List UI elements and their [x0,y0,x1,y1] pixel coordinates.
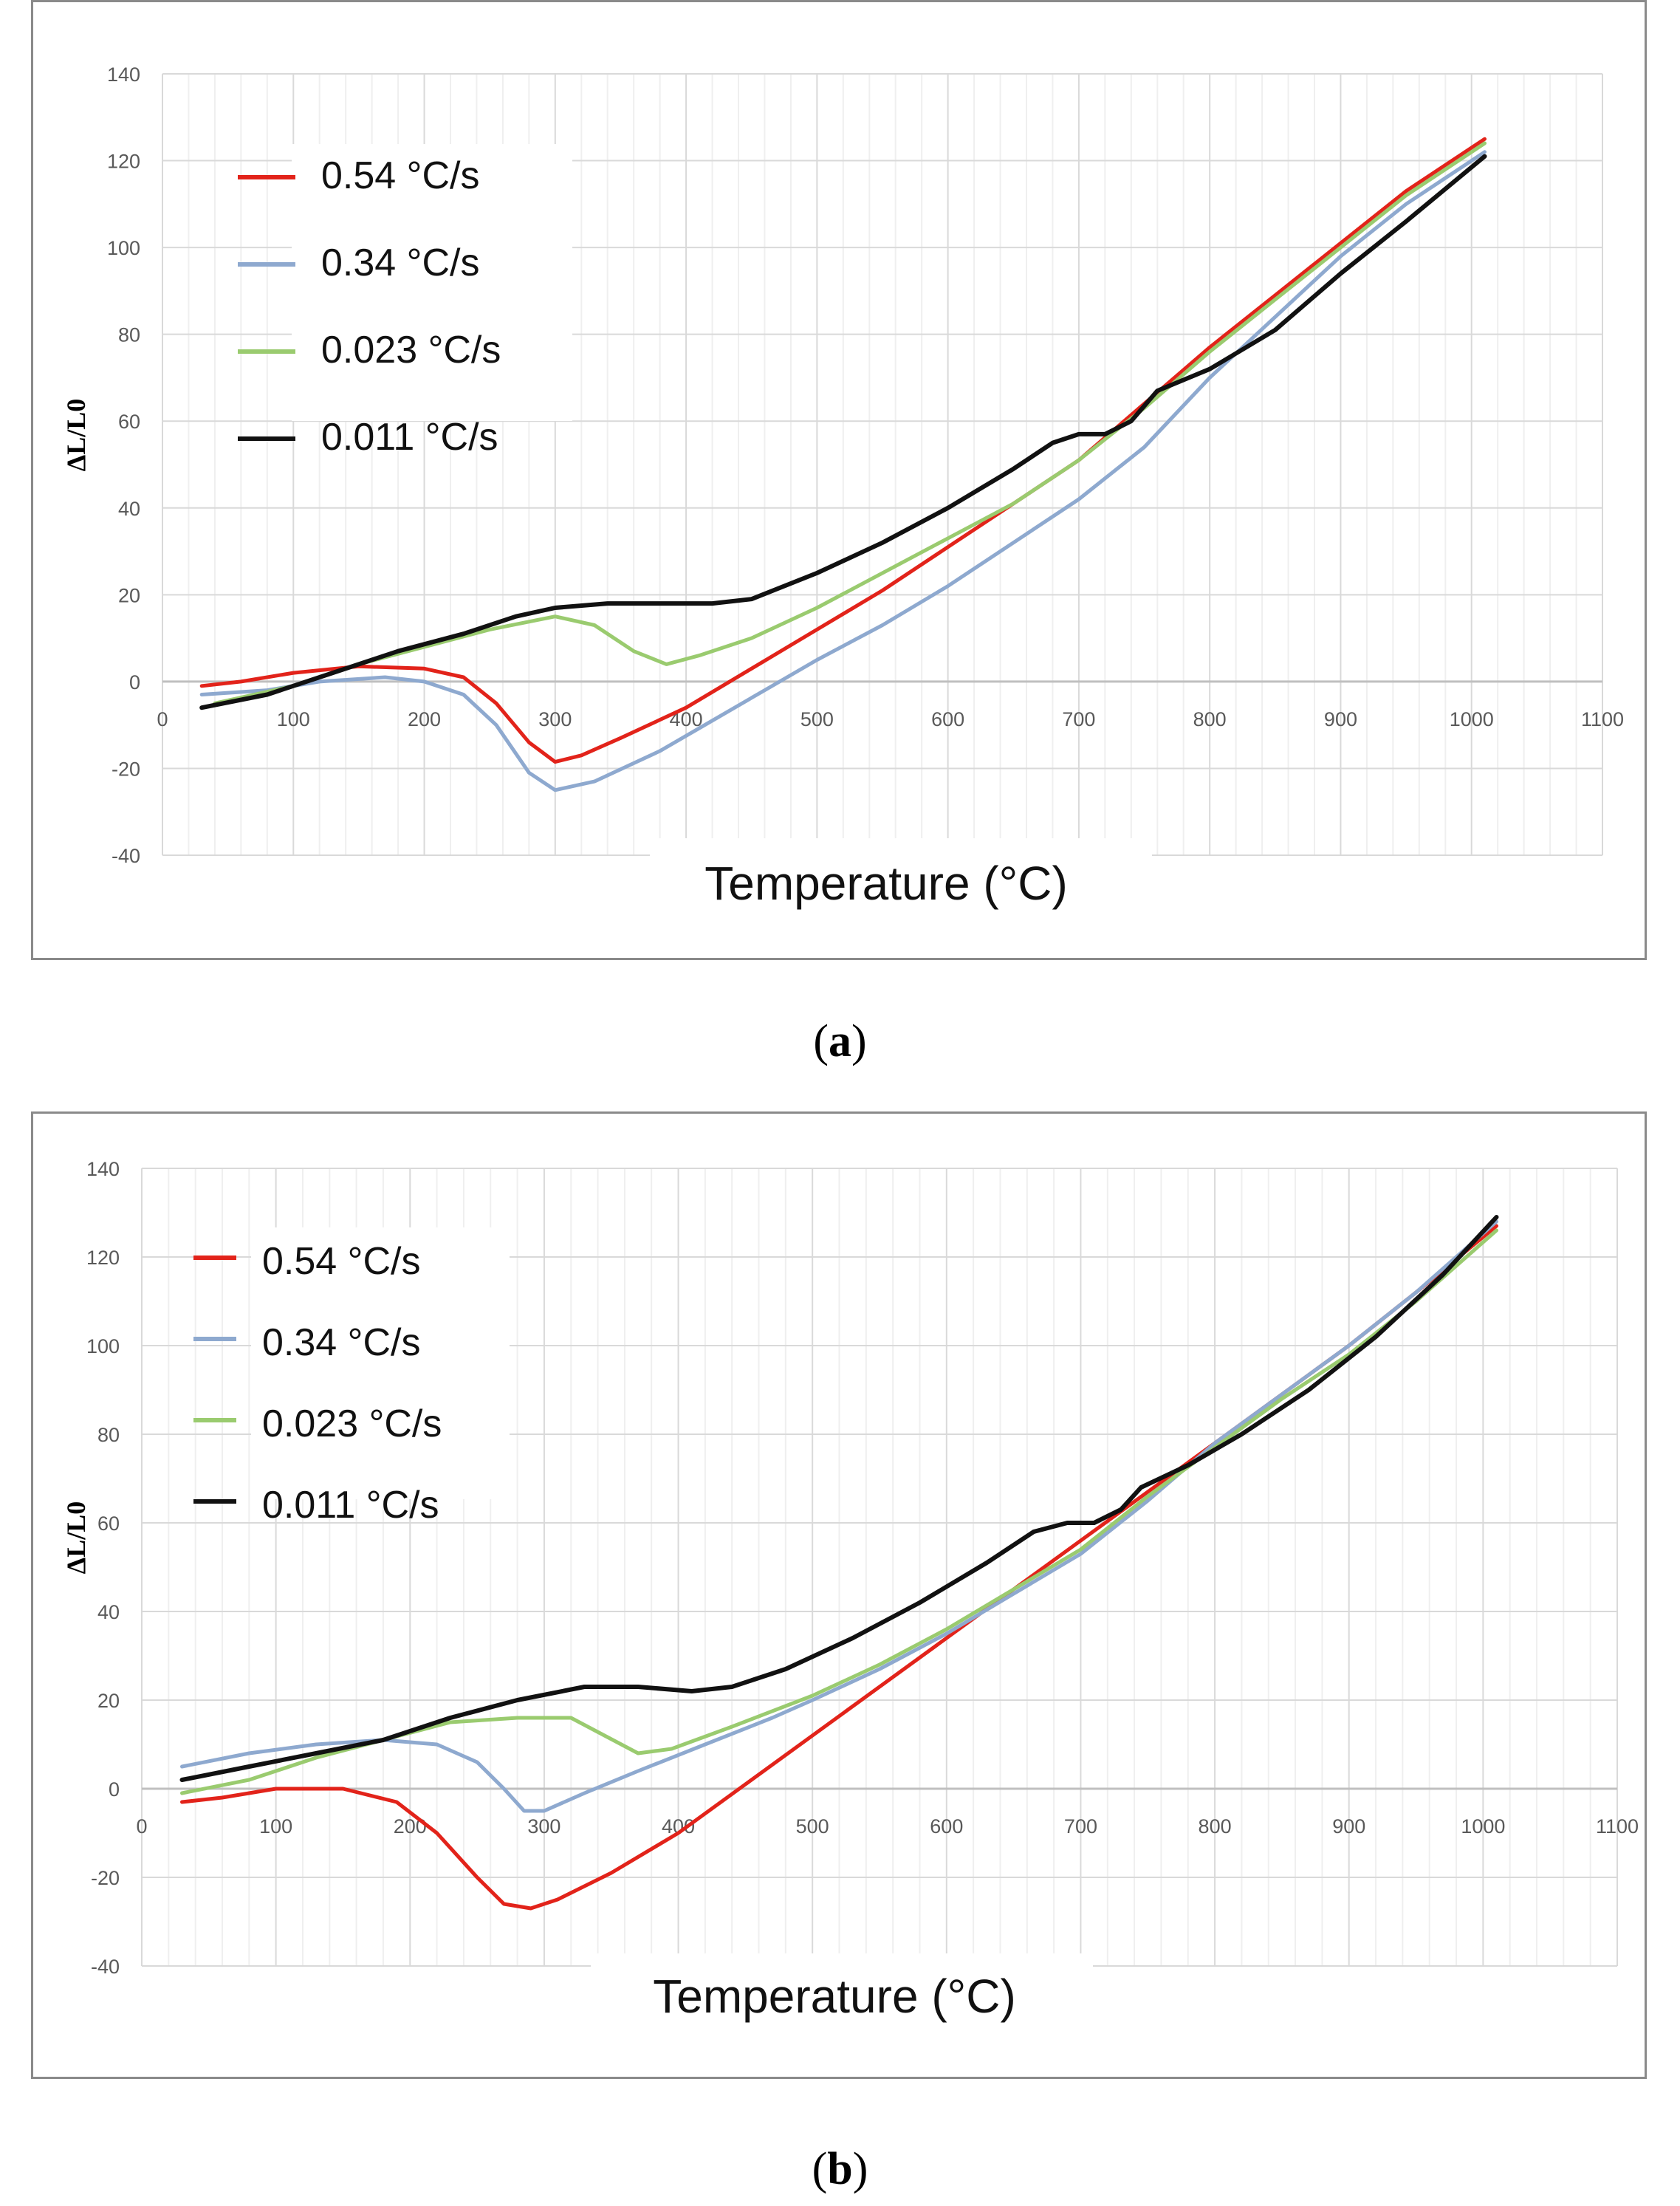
x-tick-label: 800 [1199,1815,1232,1837]
x-tick-label: 1100 [1581,708,1624,730]
panel-a: -40 -20 0 20 40 60 80 100 120 140 0 100 200 300 400 500… [0,0,1680,1100]
legend-label-4: 0.011 °C/s [262,1484,439,1527]
y-tick-label: 140 [86,1158,120,1180]
xlabel-backdrop [591,1953,1093,2035]
series-line-2 [199,150,1487,792]
x-tick-label: 800 [1193,708,1227,730]
x-tick-label: 600 [931,708,964,730]
y-tick-label: 100 [86,1335,120,1357]
y-tick-label: 20 [97,1690,120,1712]
y-tick-label: 20 [118,584,140,606]
y-tick-label: 60 [97,1513,120,1535]
x-tick-label: 200 [408,708,441,730]
caption-b-letter: b [827,2144,853,2194]
caption-a-letter: a [829,1016,851,1066]
series-line-4 [199,154,1487,710]
x-tick-label: 300 [527,1815,560,1837]
y-tick-label: -40 [112,845,140,867]
legend-box [292,144,572,421]
x-tick-label: 100 [259,1815,292,1837]
y-tick-label: -40 [91,1956,120,1978]
y-tick-label: -20 [91,1867,120,1889]
y-tick-label: 0 [109,1778,120,1801]
series-line-2 [180,1219,1498,1813]
y-tick-label: 120 [86,1247,120,1269]
legend-box [251,1227,510,1499]
x-tick-label: 900 [1332,1815,1365,1837]
x-tick-label: 0 [157,708,168,730]
x-tick-label: 500 [800,708,834,730]
x-tick-label: 700 [1064,1815,1097,1837]
x-tick-label: 600 [930,1815,963,1837]
x-tick-label: 500 [796,1815,829,1837]
y-tick-label: 120 [107,151,140,173]
y-axis-title: ΔL/L0 [61,1501,91,1575]
legend-label-3: 0.023 °C/s [321,329,501,371]
legend-label-3: 0.023 °C/s [262,1402,442,1445]
x-tick-label: 0 [136,1815,147,1837]
x-tick-label: 300 [538,708,572,730]
caption-a: (a) [813,1016,867,1066]
caption-b: (b) [812,2144,868,2194]
x-axis-title: Temperature (°C) [704,857,1068,910]
y-tick-label: 100 [107,237,140,259]
y-tick-label: 80 [118,324,140,346]
x-tick-label: 200 [394,1815,427,1837]
y-tick-label: 0 [129,671,140,693]
y-tick-label: -20 [112,758,140,780]
y-tick-label: 80 [97,1424,120,1446]
x-tick-label: 900 [1324,708,1357,730]
series-line-4 [179,1215,1499,1782]
x-tick-label: 1000 [1461,1815,1505,1837]
x-tick-label: 1000 [1450,708,1494,730]
x-tick-label: 100 [277,708,310,730]
y-tick-label: 40 [97,1601,120,1623]
x-axis-title: Temperature (°C) [653,1970,1016,2023]
series-line-1 [199,137,1487,764]
legend-label-2: 0.34 °C/s [262,1321,420,1364]
panel-b: -40 -20 0 20 40 60 80 100 120 140 0 100 200 300 400 500… [0,1106,1680,2206]
legend-label-2: 0.34 °C/s [321,242,479,284]
xlabel-backdrop [650,838,1152,919]
legend-label-4: 0.011 °C/s [321,416,498,459]
x-tick-label: 700 [1062,708,1095,730]
legend-label-1: 0.54 °C/s [321,154,479,197]
y-tick-label: 140 [107,64,140,86]
x-tick-label: 1100 [1596,1815,1639,1837]
legend-label-1: 0.54 °C/s [262,1240,420,1283]
y-tick-label: 60 [118,411,140,433]
y-axis-title: ΔL/L0 [61,399,91,472]
y-tick-label: 40 [118,498,140,520]
series-line-3 [213,141,1487,705]
